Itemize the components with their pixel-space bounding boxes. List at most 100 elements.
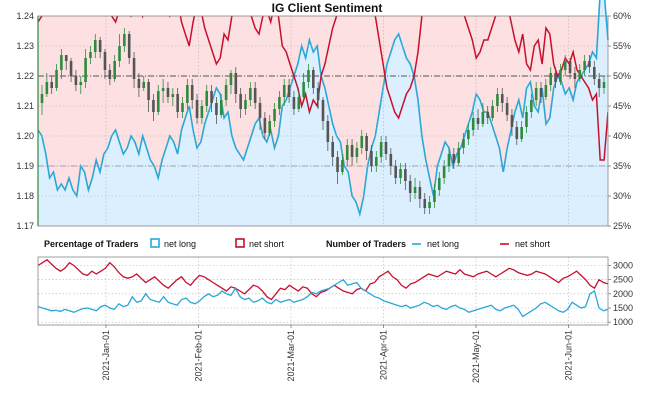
candle <box>467 124 470 145</box>
candle-body <box>423 199 427 208</box>
candle-body <box>195 100 199 118</box>
legend-short-label: net short <box>249 239 285 249</box>
candle-body <box>278 97 281 109</box>
candle-body <box>447 154 451 166</box>
candle-body <box>69 61 73 76</box>
candle <box>287 79 291 103</box>
candle <box>103 49 107 79</box>
candle-body <box>563 61 567 70</box>
candle-body <box>137 79 141 88</box>
candle <box>190 79 194 109</box>
candle <box>539 82 543 103</box>
candle-body <box>350 145 354 157</box>
candle <box>345 139 349 166</box>
candle-body <box>374 157 378 166</box>
candle-body <box>50 82 53 88</box>
candle <box>69 58 73 82</box>
candle <box>505 97 509 121</box>
candle <box>437 172 441 196</box>
candle-body <box>379 142 383 157</box>
candle <box>549 67 553 91</box>
candle <box>568 58 572 79</box>
candle <box>515 121 519 145</box>
candle-body <box>40 94 44 103</box>
candle <box>161 79 165 103</box>
x-tick-label: 2021-Mar-01 <box>286 330 296 382</box>
candle-body <box>370 151 373 166</box>
candle <box>60 49 63 79</box>
y-right-tick: 55% <box>613 41 631 51</box>
candle-body <box>384 142 388 154</box>
candle <box>554 67 557 88</box>
candle <box>186 79 189 109</box>
candle-body <box>190 85 194 100</box>
candle-body <box>79 82 83 85</box>
candle-body <box>481 112 485 124</box>
candle <box>127 31 131 64</box>
candle-body <box>520 127 523 139</box>
candle-body <box>316 88 320 100</box>
candle <box>98 37 102 58</box>
candle-body <box>525 112 528 127</box>
candle-body <box>287 85 291 97</box>
candle-body <box>258 103 262 118</box>
candle <box>176 88 179 118</box>
candle <box>331 136 334 166</box>
candle-body <box>234 73 238 94</box>
candle-body <box>408 181 412 193</box>
candle-body <box>210 91 213 103</box>
y-left-tick: 1.17 <box>16 221 34 231</box>
candle <box>534 82 538 106</box>
candle <box>239 88 242 118</box>
candle <box>355 142 359 163</box>
candle <box>89 46 92 64</box>
candle <box>471 112 475 136</box>
candle-body <box>534 88 538 100</box>
candle <box>224 79 228 106</box>
candle <box>74 70 78 91</box>
candle <box>593 61 596 85</box>
candle-body <box>360 136 364 148</box>
candle <box>384 136 388 160</box>
candle <box>578 64 582 82</box>
candle-body <box>593 67 596 79</box>
candle <box>93 34 97 58</box>
candle-body <box>559 70 562 82</box>
x-axis: 2021-Jan-01 2021-Feb-01 2021-Mar-01 2021-Ap… <box>101 325 574 383</box>
y-left-tick: 1.23 <box>16 41 34 51</box>
candle <box>563 55 567 76</box>
candle <box>544 79 548 100</box>
candle <box>452 148 456 169</box>
candle <box>374 151 378 172</box>
candle <box>79 76 83 94</box>
candle <box>433 184 436 208</box>
candle <box>166 82 170 103</box>
candle <box>312 67 315 94</box>
candle-body <box>98 40 102 52</box>
candle-body <box>496 94 499 106</box>
candle <box>326 115 330 151</box>
candle-body <box>219 100 223 115</box>
candle-body <box>253 88 257 103</box>
candle <box>132 52 136 88</box>
candle <box>249 82 252 106</box>
candle-body <box>268 121 272 133</box>
candle-body <box>152 100 155 112</box>
candle-body <box>239 94 242 109</box>
candle-body <box>418 187 422 199</box>
candle <box>244 94 247 115</box>
candle-body <box>84 58 87 82</box>
candle-body <box>428 202 431 208</box>
candle <box>525 106 528 133</box>
candle-body <box>326 121 330 142</box>
candle-body <box>186 85 189 103</box>
y-right-tick: 60% <box>613 11 631 21</box>
candle-body <box>394 166 397 178</box>
candle-body <box>273 109 276 121</box>
candle <box>268 115 272 136</box>
candle <box>394 160 397 184</box>
candle-body <box>176 94 179 112</box>
candle <box>447 148 451 172</box>
candle <box>45 73 49 97</box>
candle-body <box>147 82 150 100</box>
